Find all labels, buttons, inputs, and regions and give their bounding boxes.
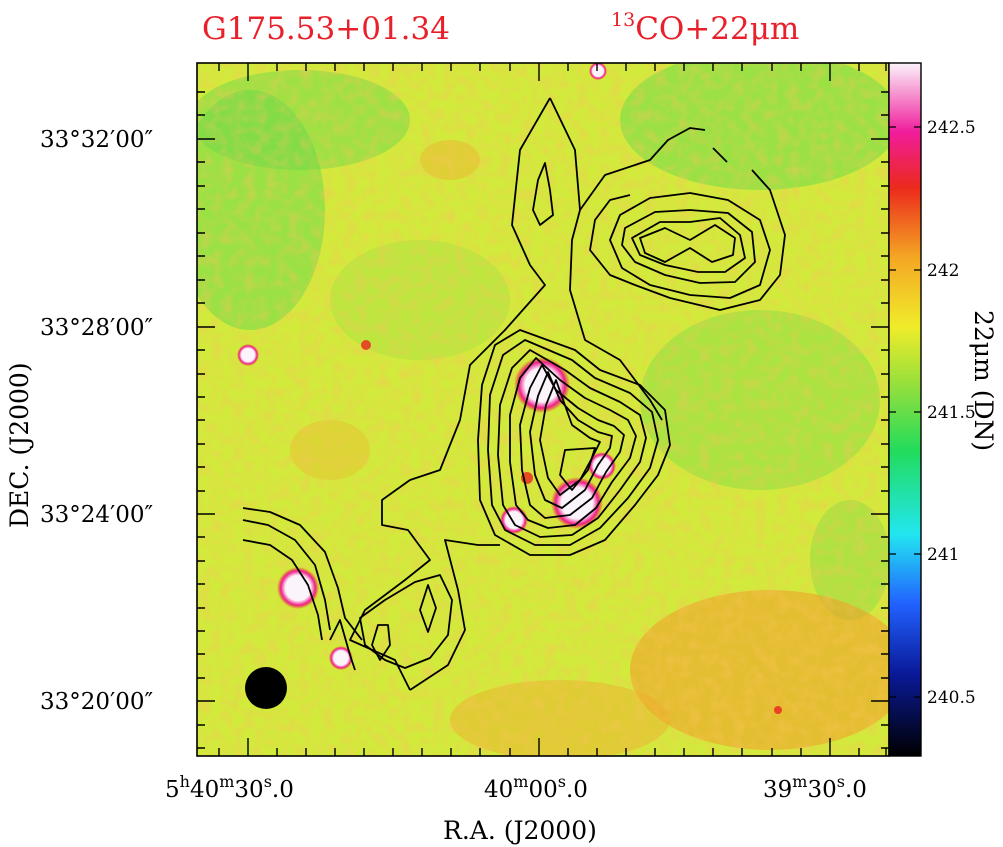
contour-west-arc [242,507,363,641]
colorbar-tick-label: 242 [927,261,959,281]
colorbar-tick-label: 241 [927,545,959,565]
y-tick-label: 33°32′00″ [40,127,154,153]
colorbar-ticks [889,126,921,698]
colorbar-tick-label: 240.5 [927,688,976,708]
x-tick-label: 39m30s.0 [763,772,867,803]
frame-ticks [197,63,889,756]
contour-core [509,357,637,529]
colorbar [888,62,922,757]
contour-core [559,447,596,491]
contour-outer [349,97,551,691]
contour-core [529,371,613,509]
contour-south-loop [359,574,453,669]
map-image [197,63,889,756]
contour-west-arc [242,519,331,631]
contour-north-blob [532,162,554,226]
contour-north-branch [579,127,706,211]
contour-ne-peak [609,192,771,299]
colorbar-tick-label: 242.5 [927,118,976,138]
contour-south-blob [371,624,391,661]
contour-west-arc [329,619,356,671]
point-source [237,344,259,366]
contour-ne-peak [639,224,736,263]
chart-title-source: G175.53+01.34 [202,11,450,47]
contour-south-blob [419,584,437,633]
point-source [277,567,319,609]
contour-north-branch [712,147,728,163]
contour-core [519,364,625,519]
colorbar-label: 22μm (DN) [969,310,998,451]
contour-envelope-east [549,97,663,421]
co-contours [242,97,786,691]
beam-marker [245,667,287,709]
title-superscript: 13 [611,9,635,31]
contour-ne-peak [631,217,746,273]
contour-core [497,349,647,538]
contour-ne-peak [621,209,756,284]
x-tick-label: 40m00s.0 [484,772,588,803]
title-tracer-text: CO+22μm [635,11,799,47]
point-source [589,63,607,80]
y-tick-label: 33°20′00″ [40,689,154,715]
colorbar-tick-label: 241.5 [927,403,976,423]
point-source [588,452,616,480]
contour-core [487,339,659,546]
chart-title-tracers: 13CO+22μm [611,9,799,47]
x-axis-label: R.A. (J2000) [443,816,597,845]
y-tick-label: 33°28′00″ [40,315,154,341]
contour-core [477,329,671,556]
contour-west-arc [242,539,323,641]
x-tick-label: 5h40m30s.0 [165,772,294,803]
contour-outer [409,539,500,691]
point-source [329,646,353,670]
y-axis-label: DEC. (J2000) [5,362,34,528]
contour-north-branch [589,169,786,311]
y-tick-label: 33°24′00″ [40,502,154,528]
